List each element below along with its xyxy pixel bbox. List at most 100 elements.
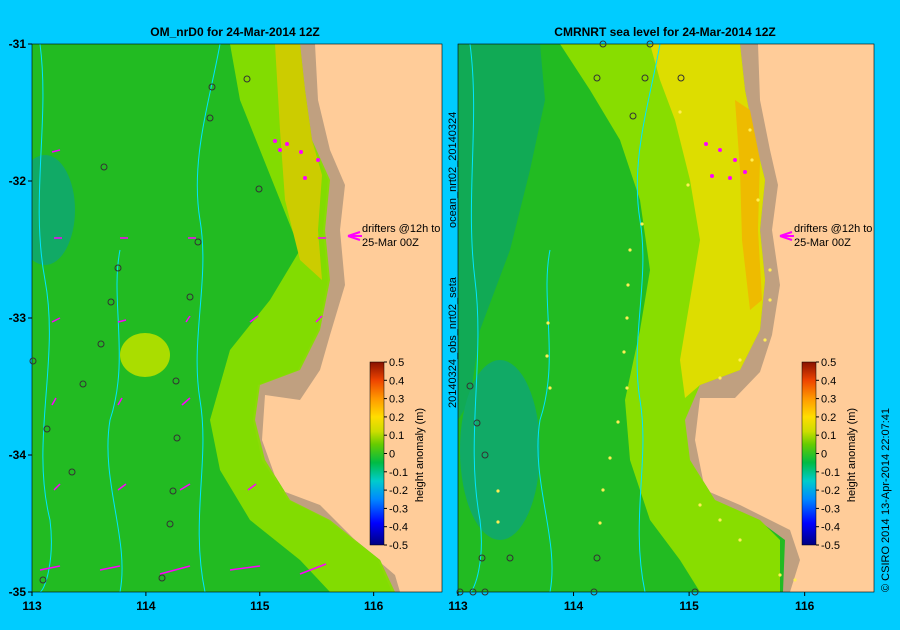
left-river-2 — [196, 44, 221, 592]
drifter-point — [473, 419, 481, 427]
drifter-point — [466, 382, 474, 390]
drifter-point — [285, 142, 289, 146]
colorbar-tick-label: 0.1 — [821, 430, 836, 442]
left-colorbar-ticks: 0.5 0.4 0.3 0.2 0.1 0 -0.1 -0.2 -0.3 -0.4 -0.5 — [384, 357, 408, 552]
drifter-point — [169, 487, 177, 495]
drifter-arrow — [117, 397, 123, 406]
colorbar-tick-label: 0.5 — [389, 357, 404, 369]
colorbar-tick-label: -0.1 — [821, 467, 840, 479]
drifter-point — [718, 518, 722, 522]
x-tick-label: 113 — [22, 599, 42, 613]
left-shelf — [253, 44, 400, 592]
drifter-point — [43, 425, 51, 433]
colorbar-tick-label: 0.2 — [821, 412, 836, 424]
left-river-3 — [107, 249, 123, 592]
drifter-point — [756, 198, 760, 202]
drifter-arrow — [39, 565, 61, 571]
right-annotation-arrow — [779, 231, 794, 241]
drifter-point — [546, 321, 550, 325]
colorbar-tick-label: 0.2 — [389, 412, 404, 424]
right-drifter-points — [456, 40, 797, 596]
right-teal-patch — [460, 360, 540, 540]
drifter-point — [593, 554, 601, 562]
left-drifter-arrows — [39, 149, 327, 575]
right-river-2 — [636, 44, 661, 592]
drifter-point — [778, 573, 782, 577]
y-tick-label: -32 — [9, 174, 27, 188]
drifter-point — [243, 75, 251, 83]
drifter-arrow — [117, 483, 127, 491]
x-tick-label: 116 — [795, 599, 815, 613]
drifter-point — [158, 574, 166, 582]
drifter-arrow — [181, 397, 191, 406]
right-river-1 — [469, 44, 482, 592]
drifter-arrow — [249, 315, 259, 323]
drifter-arrow — [117, 319, 127, 323]
right-orange-band — [735, 100, 762, 310]
colorbar-tick-label: 0 — [821, 449, 827, 461]
y-tick-label: -33 — [9, 311, 27, 325]
drifter-point — [608, 456, 612, 460]
colorbar-tick-label: -0.3 — [389, 503, 408, 515]
drifter-point — [114, 264, 122, 272]
left-drifter-points — [29, 75, 320, 584]
drifter-point — [481, 451, 489, 459]
drifter-point — [316, 158, 320, 162]
left-y-tick-labels: -31 -32 -33 -34 -35 — [9, 37, 32, 599]
left-map — [32, 44, 442, 592]
colorbar-tick-label: 0 — [389, 449, 395, 461]
drifter-point — [97, 340, 105, 348]
right-side-label-top: ocean_nrt02_20140324 — [447, 112, 459, 228]
drifter-point — [79, 380, 87, 388]
colorbar-tick-label: 0.4 — [389, 375, 404, 387]
drifter-point — [748, 128, 752, 132]
drifter-point — [677, 74, 685, 82]
drifter-point — [278, 148, 282, 152]
drifter-point — [763, 338, 767, 342]
right-colorbar-label: height anomaly (m) — [846, 408, 858, 502]
colorbar-tick-label: 0.1 — [389, 430, 404, 442]
drifter-point — [599, 40, 607, 48]
timestamp: 13-Apr-2014 22:07:41 — [880, 408, 892, 515]
drifter-point — [548, 386, 552, 390]
x-tick-label: 115 — [679, 599, 699, 613]
drifter-point — [208, 83, 216, 91]
colorbar-tick-label: 0.5 — [821, 357, 836, 369]
drifter-point — [738, 538, 742, 542]
drifter-point — [768, 268, 772, 272]
left-colorbar — [369, 361, 385, 546]
y-tick-label: -35 — [9, 585, 27, 599]
credit: © CSIRO 2014 — [880, 518, 892, 592]
colorbar-tick-label: 0.3 — [821, 394, 836, 406]
drifter-point — [206, 114, 214, 122]
right-frame — [457, 43, 875, 593]
drifter-arrow — [299, 563, 327, 575]
right-colorbar — [801, 361, 817, 546]
drifter-point — [626, 283, 630, 287]
colorbar-tick-label: 0.4 — [821, 375, 836, 387]
colorbar-tick-label: -0.2 — [821, 485, 840, 497]
left-annotation-arrow — [347, 231, 362, 241]
drifter-point — [646, 40, 654, 48]
drifter-point — [29, 357, 37, 365]
drifter-point — [590, 588, 598, 596]
y-tick-label: -34 — [9, 448, 27, 462]
left-teal-patch — [32, 155, 75, 265]
drifter-arrow — [229, 565, 261, 571]
drifter-point — [641, 74, 649, 82]
drifter-point — [469, 588, 477, 596]
drifter-point — [704, 142, 708, 146]
drifter-point — [172, 377, 180, 385]
right-yellow-band — [650, 44, 765, 398]
right-shelf — [683, 44, 800, 592]
left-river-1 — [38, 44, 52, 592]
drifter-point — [255, 185, 263, 193]
left-annotation-line1: drifters @12h to — [362, 223, 440, 235]
drifter-arrow — [315, 315, 323, 323]
drifter-point — [593, 74, 601, 82]
colorbar-tick-label: -0.4 — [821, 522, 840, 534]
left-panel: OM_nrD0 for 24-Mar-2014 12Z -31 -32 -33 -34… — [9, 25, 443, 613]
drifter-arrow — [179, 483, 191, 491]
x-tick-label: 115 — [250, 599, 270, 613]
drifter-point — [686, 183, 690, 187]
